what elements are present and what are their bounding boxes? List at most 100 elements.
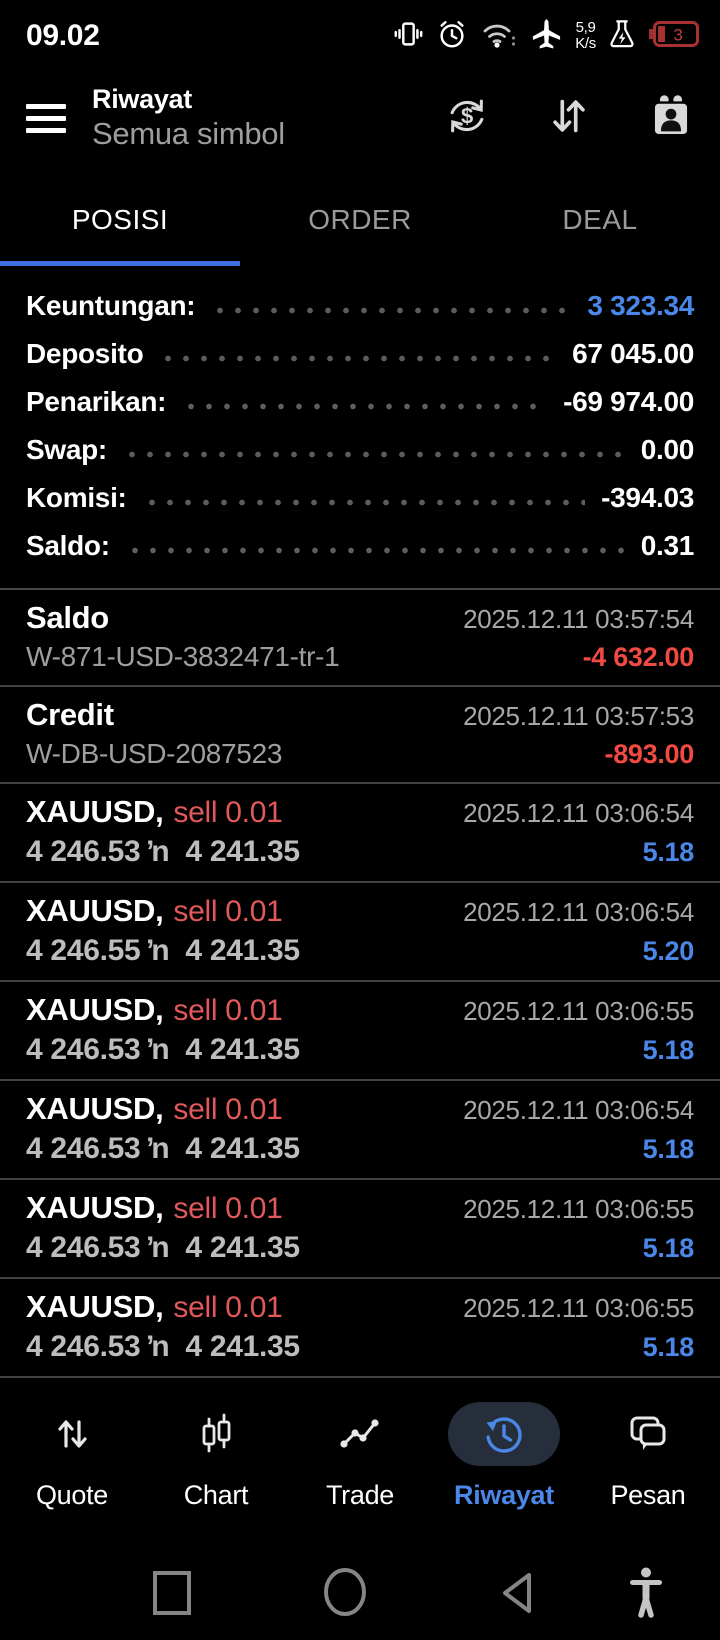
history-row-timestamp: 2025.12.11 03:06:55 bbox=[463, 1194, 694, 1224]
history-row-detail: W-DB-USD-2087523 bbox=[26, 738, 283, 769]
history-row-title: Saldo bbox=[26, 600, 109, 635]
history-row-amount: -893.00 bbox=[604, 739, 695, 769]
history-row[interactable]: Credit 2025.12.11 03:57:53 W-DB-USD-2087… bbox=[0, 687, 720, 784]
recents-icon[interactable] bbox=[152, 1570, 192, 1621]
active-tab-underline bbox=[0, 261, 240, 266]
history-row-detail: 4 246.55 ŉ 4 241.35 bbox=[26, 934, 300, 967]
battery-icon: 3 bbox=[648, 19, 700, 54]
history-row-titles: Saldo bbox=[26, 600, 119, 636]
summary-value: 0.31 bbox=[640, 530, 695, 561]
chat-bubbles-icon bbox=[592, 1402, 704, 1466]
summary-value: -69 974.00 bbox=[563, 386, 694, 417]
clock-time: 09.02 bbox=[26, 19, 100, 52]
history-row-title: XAUUSD, bbox=[26, 1190, 164, 1225]
history-row[interactable]: Saldo 2025.12.11 03:57:54 W-871-USD-3832… bbox=[0, 590, 720, 687]
summary-label: Deposito bbox=[26, 338, 144, 369]
summary-panel: Keuntungan: 3 323.34 Deposito 67 045.00 … bbox=[0, 266, 720, 576]
page-title: Riwayat bbox=[92, 84, 192, 114]
history-row[interactable]: XAUUSD, sell 0.01 2025.12.11 03:06:55 4 … bbox=[0, 1180, 720, 1279]
history-row-amount: -4 632.00 bbox=[582, 642, 695, 672]
history-row[interactable]: XAUUSD, sell 0.01 2025.12.11 03:06:55 4 … bbox=[0, 1279, 720, 1378]
history-row-side: sell 0.01 bbox=[173, 1093, 283, 1126]
history-row[interactable]: XAUUSD, sell 0.01 2025.12.11 03:06:55 4 … bbox=[0, 982, 720, 1081]
nav-label: Trade bbox=[325, 1480, 395, 1510]
summary-row: Penarikan: -69 974.00 bbox=[26, 378, 694, 426]
sort-arrows-icon[interactable] bbox=[546, 93, 592, 144]
dotted-leader bbox=[142, 498, 586, 506]
nav-item-riwayat[interactable]: Riwayat bbox=[432, 1402, 576, 1518]
battery-percent-text: 3 bbox=[673, 25, 682, 44]
history-row-line1: XAUUSD, sell 0.01 2025.12.11 03:06:54 bbox=[26, 794, 694, 830]
summary-row: Komisi: -394.03 bbox=[26, 474, 694, 522]
dotted-leader bbox=[159, 354, 557, 362]
summary-row: Swap: 0.00 bbox=[26, 426, 694, 474]
history-row-line1: XAUUSD, sell 0.01 2025.12.11 03:06:55 bbox=[26, 1190, 694, 1226]
history-row-amount: 5.18 bbox=[642, 837, 695, 867]
history-row-line1: Saldo 2025.12.11 03:57:54 bbox=[26, 600, 694, 636]
history-row-detail: 4 246.53 ŉ 4 241.35 bbox=[26, 1033, 300, 1066]
back-icon[interactable] bbox=[496, 1570, 538, 1621]
history-clock-icon bbox=[448, 1402, 560, 1466]
nav-item-chart[interactable]: Chart bbox=[144, 1402, 288, 1518]
tab-deal[interactable]: DEAL bbox=[562, 204, 638, 235]
summary-value: 67 045.00 bbox=[572, 338, 694, 369]
history-row-line2: 4 246.53 ŉ 4 241.35 5.18 bbox=[26, 835, 694, 869]
trade-line-icon bbox=[304, 1402, 416, 1466]
history-row-titles: Credit bbox=[26, 697, 124, 733]
history-row-titles: XAUUSD, sell 0.01 bbox=[26, 1091, 283, 1127]
history-row-amount: 5.18 bbox=[642, 1134, 695, 1164]
summary-value: -394.03 bbox=[601, 482, 694, 513]
history-row-amount: 5.18 bbox=[642, 1035, 695, 1065]
symbol-filter-label[interactable]: Semua simbol bbox=[92, 116, 285, 151]
svg-text:$: $ bbox=[461, 103, 473, 128]
nav-label: Quote bbox=[35, 1480, 109, 1510]
nav-item-trade[interactable]: Riwayat Trade bbox=[288, 1402, 432, 1518]
history-row-line2: 4 246.53 ŉ 4 241.35 5.18 bbox=[26, 1231, 694, 1265]
wifi-icon bbox=[480, 17, 518, 56]
power-saver-icon bbox=[608, 18, 636, 55]
history-row-timestamp: 2025.12.11 03:06:55 bbox=[463, 1293, 694, 1323]
history-row-titles: XAUUSD, sell 0.01 bbox=[26, 992, 283, 1028]
header-titles: Riwayat Semua simbol bbox=[92, 84, 444, 152]
history-row-title: XAUUSD, bbox=[26, 1091, 164, 1126]
nav-item-quote[interactable]: Quote bbox=[0, 1402, 144, 1518]
history-row-line1: XAUUSD, sell 0.01 2025.12.11 03:06:54 bbox=[26, 1091, 694, 1127]
summary-row: Keuntungan: 3 323.34 bbox=[26, 282, 694, 330]
tab-posisi[interactable]: POSISI bbox=[71, 204, 169, 235]
history-row-side: sell 0.01 bbox=[173, 1192, 283, 1225]
section-divider bbox=[0, 588, 720, 590]
history-row-line2: W-871-USD-3832471-tr-1 -4 632.00 bbox=[26, 641, 694, 673]
history-row[interactable]: XAUUSD, sell 0.01 2025.12.11 03:06:54 4 … bbox=[0, 784, 720, 883]
sync-dollar-icon[interactable]: $ bbox=[444, 93, 490, 144]
history-row[interactable]: XAUUSD, sell 0.01 2025.12.11 03:06:54 4 … bbox=[0, 1081, 720, 1180]
history-row-side: sell 0.01 bbox=[173, 994, 283, 1027]
dotted-leader bbox=[122, 450, 625, 458]
quote-arrows-icon bbox=[16, 1402, 128, 1466]
history-row-titles: XAUUSD, sell 0.01 bbox=[26, 893, 283, 929]
history-row-timestamp: 2025.12.11 03:57:53 bbox=[463, 701, 694, 731]
summary-label: Saldo: bbox=[26, 530, 110, 561]
history-row[interactable]: XAUUSD, sell 0.01 2025.12.11 03:06:54 4 … bbox=[0, 883, 720, 982]
home-icon[interactable] bbox=[322, 1566, 368, 1623]
account-card-icon[interactable] bbox=[648, 93, 694, 144]
history-row-titles: XAUUSD, sell 0.01 bbox=[26, 794, 283, 830]
bottom-nav: Quote Chart Riwayat Trade bbox=[0, 1402, 720, 1518]
system-nav-bar bbox=[0, 1544, 720, 1640]
history-row-line2: 4 246.53 ŉ 4 241.35 5.18 bbox=[26, 1033, 694, 1067]
history-row-timestamp: 2025.12.11 03:06:54 bbox=[463, 798, 694, 828]
nav-item-pesan[interactable]: Pesan bbox=[576, 1402, 720, 1518]
nav-label: Riwayat bbox=[454, 1480, 554, 1510]
summary-label: Keuntungan: bbox=[26, 290, 196, 321]
nav-label: Chart bbox=[183, 1480, 249, 1510]
history-row-line1: XAUUSD, sell 0.01 2025.12.11 03:06:54 bbox=[26, 893, 694, 929]
menu-button[interactable] bbox=[26, 103, 66, 133]
history-row-detail: 4 246.53 ŉ 4 241.35 bbox=[26, 1330, 300, 1363]
tab-order[interactable]: ORDER bbox=[308, 204, 412, 235]
history-row-timestamp: 2025.12.11 03:57:54 bbox=[463, 604, 694, 634]
history-row-line1: Credit 2025.12.11 03:57:53 bbox=[26, 697, 694, 733]
history-row-timestamp: 2025.12.11 03:06:55 bbox=[463, 996, 694, 1026]
accessibility-icon[interactable] bbox=[628, 1566, 664, 1625]
history-row-timestamp: 2025.12.11 03:06:54 bbox=[463, 1095, 694, 1125]
dotted-leader bbox=[125, 546, 625, 554]
history-row-detail: 4 246.53 ŉ 4 241.35 bbox=[26, 835, 300, 868]
